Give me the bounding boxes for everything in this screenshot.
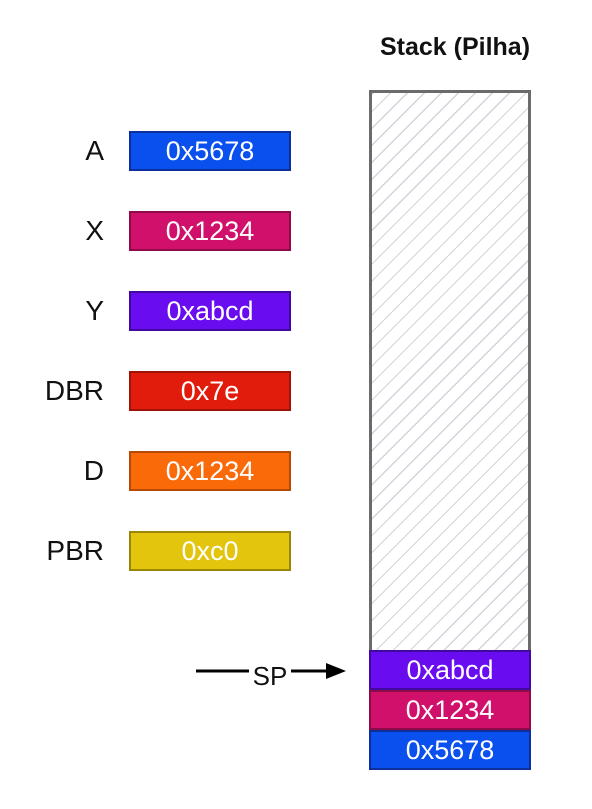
stack-cell-top: 0xabcd <box>369 650 531 690</box>
register-value-dbr: 0x7e <box>129 371 291 411</box>
register-label-a: A <box>85 135 104 166</box>
register-label-y: Y <box>85 295 104 326</box>
register-value-y: 0xabcd <box>129 291 291 331</box>
register-value-x: 0x1234 <box>129 211 291 251</box>
stack-frame <box>369 90 531 652</box>
register-value-a: 0x5678 <box>129 131 291 171</box>
stack-cell-bottom: 0x5678 <box>369 730 531 770</box>
register-value-d: 0x1234 <box>129 451 291 491</box>
register-label-dbr: DBR <box>44 375 104 406</box>
register-label-d: D <box>83 455 104 486</box>
stack-title: Stack (Pilha) <box>379 33 531 61</box>
stack-pointer-label: SP <box>249 657 291 695</box>
register-label-pbr: PBR <box>46 535 104 566</box>
register-label-x: X <box>85 215 104 246</box>
register-value-pbr: 0xc0 <box>129 531 291 571</box>
stack-cell-middle: 0x1234 <box>369 690 531 730</box>
